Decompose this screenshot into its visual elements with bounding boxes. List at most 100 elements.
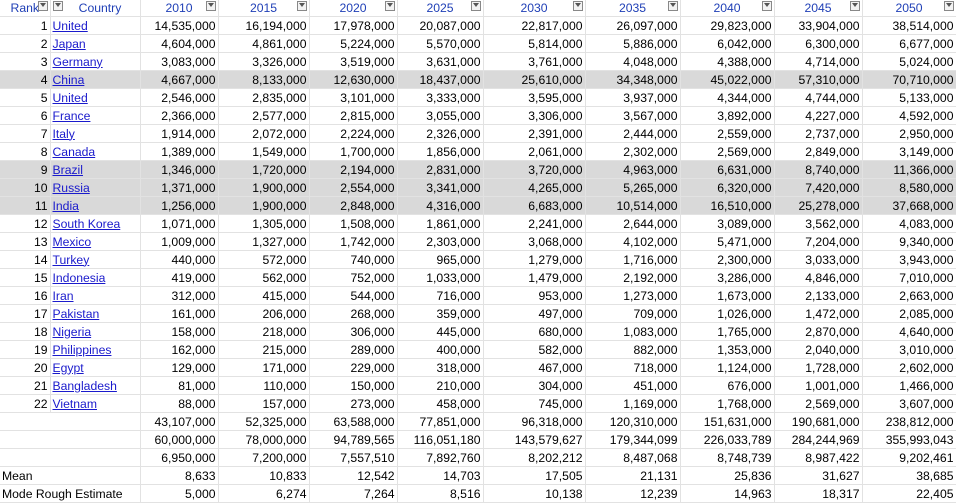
summary-value-cell[interactable]: 6,274 [218,484,310,503]
rank-cell[interactable]: 5 [0,88,51,107]
country-link[interactable]: France [52,108,91,123]
value-cell[interactable]: 3,101,000 [309,88,398,107]
country-cell[interactable]: South Korea [50,214,141,233]
value-cell[interactable]: 7,204,000 [774,232,863,251]
value-cell[interactable]: 4,963,000 [585,160,681,179]
rank-cell[interactable]: 4 [0,70,51,89]
summary-value-cell[interactable]: 179,344,099 [585,430,681,449]
value-cell[interactable]: 25,278,000 [774,196,863,215]
value-cell[interactable]: 16,194,000 [218,16,310,35]
value-cell[interactable]: 20,087,000 [397,16,484,35]
filter-dropdown-icon[interactable] [761,1,772,11]
country-link[interactable]: Pakistan [52,306,100,321]
country-cell[interactable]: Italy [50,124,141,143]
value-cell[interactable]: 2,072,000 [218,124,310,143]
value-cell[interactable]: 544,000 [309,286,398,305]
value-cell[interactable]: 4,344,000 [680,88,775,107]
value-cell[interactable]: 8,740,000 [774,160,863,179]
value-cell[interactable]: 306,000 [309,322,398,341]
summary-value-cell[interactable]: 116,051,180 [397,430,484,449]
country-link[interactable]: Turkey [52,252,90,267]
value-cell[interactable]: 5,570,000 [397,34,484,53]
filter-dropdown-icon[interactable] [572,1,583,11]
country-link[interactable]: Iran [52,288,74,303]
summary-value-cell[interactable]: 7,264 [309,484,398,503]
summary-value-cell[interactable]: 190,681,000 [774,412,863,431]
value-cell[interactable]: 2,644,000 [585,214,681,233]
country-cell[interactable]: Germany [50,52,141,71]
value-cell[interactable]: 2,224,000 [309,124,398,143]
value-cell[interactable]: 206,000 [218,304,310,323]
summary-value-cell[interactable]: 60,000,000 [140,430,219,449]
value-cell[interactable]: 965,000 [397,250,484,269]
value-cell[interactable]: 2,061,000 [483,142,586,161]
value-cell[interactable]: 400,000 [397,340,484,359]
country-cell[interactable]: Iran [50,286,141,305]
country-link[interactable]: Brazil [52,162,83,177]
value-cell[interactable]: 3,761,000 [483,52,586,71]
filter-dropdown-icon[interactable] [52,1,63,11]
value-cell[interactable]: 451,000 [585,376,681,395]
rank-cell[interactable]: 19 [0,340,51,359]
value-cell[interactable]: 1,472,000 [774,304,863,323]
rank-cell[interactable]: 17 [0,304,51,323]
value-cell[interactable]: 3,892,000 [680,106,775,125]
value-cell[interactable]: 4,388,000 [680,52,775,71]
country-cell[interactable]: India [50,196,141,215]
value-cell[interactable]: 1,026,000 [680,304,775,323]
value-cell[interactable]: 467,000 [483,358,586,377]
value-cell[interactable]: 1,765,000 [680,322,775,341]
country-cell[interactable]: Mexico [50,232,141,251]
value-cell[interactable]: 9,340,000 [862,232,956,251]
value-cell[interactable]: 129,000 [140,358,219,377]
value-cell[interactable]: 3,055,000 [397,106,484,125]
country-cell[interactable]: Nigeria [50,322,141,341]
value-cell[interactable]: 1,033,000 [397,268,484,287]
summary-value-cell[interactable]: 12,239 [585,484,681,503]
value-cell[interactable]: 3,937,000 [585,88,681,107]
country-link[interactable]: Mexico [52,234,92,249]
value-cell[interactable]: 1,728,000 [774,358,863,377]
value-cell[interactable]: 318,000 [397,358,484,377]
value-cell[interactable]: 2,241,000 [483,214,586,233]
value-cell[interactable]: 2,133,000 [774,286,863,305]
summary-value-cell[interactable]: 9,202,461 [862,448,956,467]
value-cell[interactable]: 157,000 [218,394,310,413]
value-cell[interactable]: 1,673,000 [680,286,775,305]
country-cell[interactable]: Indonesia [50,268,141,287]
value-cell[interactable]: 953,000 [483,286,586,305]
value-cell[interactable]: 268,000 [309,304,398,323]
value-cell[interactable]: 18,437,000 [397,70,484,89]
filter-dropdown-icon[interactable] [205,1,216,11]
summary-value-cell[interactable]: 96,318,000 [483,412,586,431]
country-cell[interactable]: China [50,70,141,89]
value-cell[interactable]: 5,886,000 [585,34,681,53]
value-cell[interactable]: 8,133,000 [218,70,310,89]
country-cell[interactable]: Canada [50,142,141,161]
summary-label[interactable] [0,430,141,449]
value-cell[interactable]: 110,000 [218,376,310,395]
summary-value-cell[interactable]: 355,993,043 [862,430,956,449]
value-cell[interactable]: 3,595,000 [483,88,586,107]
country-cell[interactable]: United [50,88,141,107]
country-link[interactable]: United [52,18,88,33]
value-cell[interactable]: 88,000 [140,394,219,413]
value-cell[interactable]: 4,861,000 [218,34,310,53]
summary-value-cell[interactable]: 31,627 [774,466,863,485]
value-cell[interactable]: 1,914,000 [140,124,219,143]
summary-value-cell[interactable]: 17,505 [483,466,586,485]
value-cell[interactable]: 2,366,000 [140,106,219,125]
value-cell[interactable]: 161,000 [140,304,219,323]
value-cell[interactable]: 7,420,000 [774,178,863,197]
value-cell[interactable]: 4,604,000 [140,34,219,53]
value-cell[interactable]: 6,631,000 [680,160,775,179]
value-cell[interactable]: 882,000 [585,340,681,359]
value-cell[interactable]: 3,562,000 [774,214,863,233]
rank-cell[interactable]: 11 [0,196,51,215]
country-cell[interactable]: Bangladesh [50,376,141,395]
value-cell[interactable]: 4,316,000 [397,196,484,215]
summary-value-cell[interactable]: 151,631,000 [680,412,775,431]
summary-value-cell[interactable]: 238,812,000 [862,412,956,431]
value-cell[interactable]: 34,348,000 [585,70,681,89]
value-cell[interactable]: 2,444,000 [585,124,681,143]
